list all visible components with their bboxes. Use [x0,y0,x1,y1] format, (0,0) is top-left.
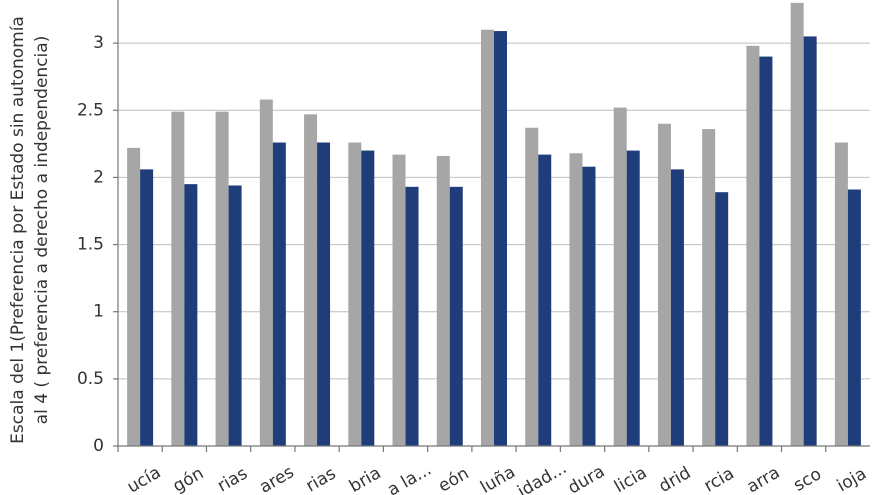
y-tick-label: 0 [93,436,104,456]
x-tick-label: arra [743,463,783,495]
x-tick-label: rias [303,464,340,495]
bar [702,129,716,447]
bar [405,186,419,447]
y-tick-label: 0.5 [77,369,104,389]
bar [272,142,286,446]
bar [449,186,463,447]
x-tick-label: gón [170,463,208,495]
y-tick-label: 3 [93,33,104,53]
x-tick-label: luña [477,462,519,495]
y-tick-label: 1.5 [77,235,104,255]
bar [436,155,450,446]
y-axis-title-line: Escala del 1(Preferencia por Estado sin … [8,16,28,444]
bar [746,45,760,446]
bar [348,142,362,446]
y-tick-label: 2.5 [77,100,104,120]
bar [317,142,331,446]
y-axis-title: Escala del 1(Preferencia por Estado sin … [8,16,52,444]
bar [670,169,684,446]
bar [626,150,640,447]
bar [304,114,318,447]
bar [392,154,406,446]
bar [228,185,242,446]
x-tick-label: licia [611,463,650,495]
bar [361,150,375,447]
bar [481,29,494,446]
x-tick-label: ucía [124,463,165,495]
bar [582,166,596,446]
bar [538,154,552,446]
bar [171,111,185,446]
x-tick-label: dura [565,462,609,495]
bar [259,99,273,447]
bar [569,153,583,446]
x-tick-label: ares [256,462,298,495]
x-tick-label: sco [790,464,825,495]
bar [790,2,804,446]
y-tick-label: 1 [93,302,104,322]
bar [834,142,848,446]
bar [140,169,154,446]
bar [215,111,229,446]
x-tick-label: rias [214,464,251,495]
bar [525,127,539,446]
bar [127,147,141,446]
x-tick-label: rcia [701,464,738,495]
bar [184,184,198,446]
bar [657,123,671,446]
bar [759,56,773,446]
x-tick-label: a la... [384,460,435,495]
bar [613,107,627,446]
y-tick-label: 2 [93,167,104,187]
bar [847,189,861,446]
bar [715,192,729,446]
x-tick-label: eón [435,463,472,495]
x-tick-label: ioja [834,464,870,495]
y-axis-title-line: al 4 ( preferencia a derecho a independe… [32,36,52,425]
x-tick-label: drid [656,463,695,495]
bar [803,36,817,447]
bar [494,31,507,447]
x-tick-label: idad... [514,458,570,495]
x-tick-label: bria [346,463,385,495]
